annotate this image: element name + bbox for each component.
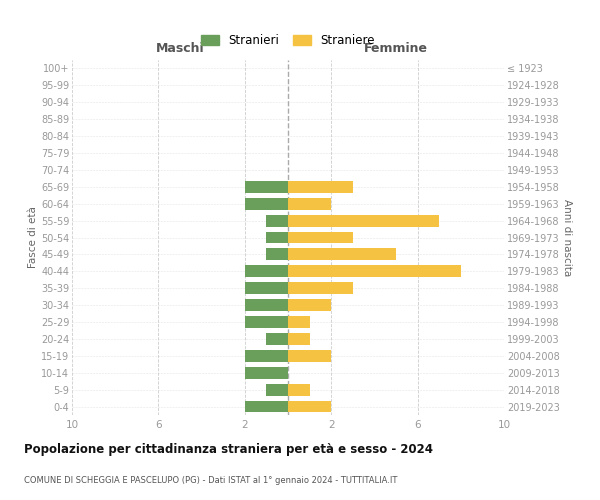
Bar — [245, 350, 288, 362]
Bar — [266, 232, 288, 243]
Bar — [245, 367, 288, 378]
Bar — [288, 232, 353, 243]
Bar — [288, 214, 439, 226]
Bar — [245, 282, 288, 294]
Bar — [288, 350, 331, 362]
Text: Femmine: Femmine — [364, 42, 428, 55]
Bar — [288, 248, 396, 260]
Bar — [288, 198, 331, 209]
Bar — [288, 316, 310, 328]
Text: Maschi: Maschi — [155, 42, 205, 55]
Bar — [266, 214, 288, 226]
Bar — [245, 400, 288, 412]
Bar — [288, 384, 310, 396]
Bar — [288, 299, 331, 311]
Bar — [288, 282, 353, 294]
Y-axis label: Fasce di età: Fasce di età — [28, 206, 38, 268]
Bar — [245, 266, 288, 277]
Bar — [245, 181, 288, 192]
Bar — [266, 248, 288, 260]
Bar — [245, 198, 288, 209]
Bar — [288, 333, 310, 345]
Bar — [245, 316, 288, 328]
Text: COMUNE DI SCHEGGIA E PASCELUPO (PG) - Dati ISTAT al 1° gennaio 2024 - TUTTITALIA: COMUNE DI SCHEGGIA E PASCELUPO (PG) - Da… — [24, 476, 397, 485]
Bar — [288, 266, 461, 277]
Bar — [288, 181, 353, 192]
Bar — [266, 384, 288, 396]
Legend: Stranieri, Straniere: Stranieri, Straniere — [197, 30, 379, 50]
Text: Popolazione per cittadinanza straniera per età e sesso - 2024: Popolazione per cittadinanza straniera p… — [24, 442, 433, 456]
Y-axis label: Anni di nascita: Anni di nascita — [562, 199, 572, 276]
Bar — [245, 299, 288, 311]
Bar — [288, 400, 331, 412]
Bar — [266, 333, 288, 345]
